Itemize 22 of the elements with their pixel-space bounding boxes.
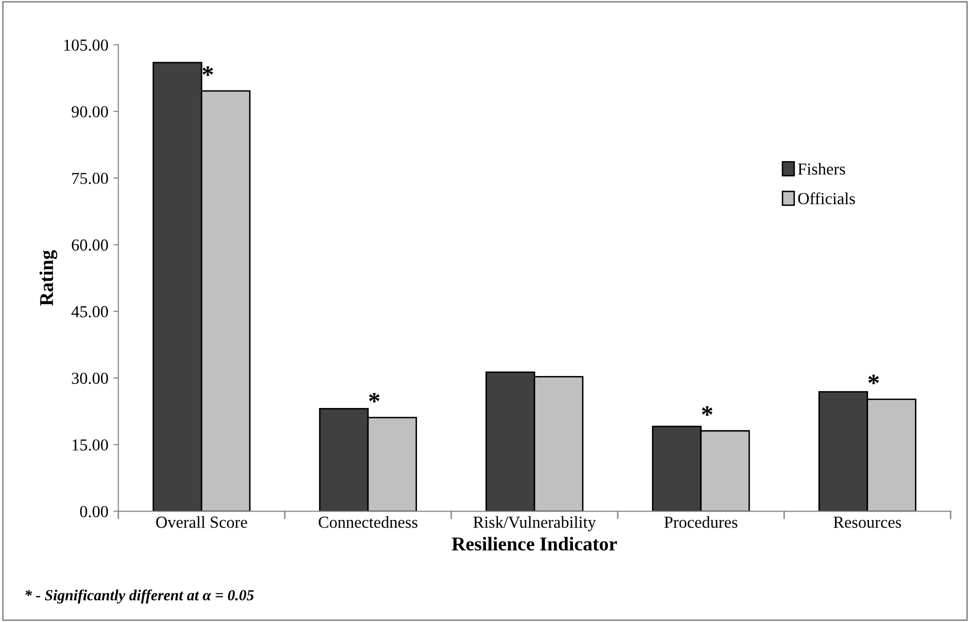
y-tick-label: 30.00 [72,372,108,384]
annotation: * [868,374,879,384]
y-axis-title: Rating [39,250,58,306]
x-tick-label: Risk/Vulnerability [473,516,596,532]
legend-label: Fishers [798,162,846,175]
x-tick-label: Overall Score [156,516,248,528]
y-tick-label: 90.00 [72,106,108,118]
x-tick-label: Connectedness [318,516,418,528]
annotation: * [369,392,380,402]
x-tick-label: Procedures [664,516,738,528]
x-axis-title: Resilience Indicator [452,536,617,551]
x-tick-label: Resources [834,516,902,528]
legend-label: Officials [798,192,855,204]
y-tick-label: 105.00 [64,39,108,51]
y-tick-label: 45.00 [71,306,108,318]
annotation: * [202,66,214,76]
y-tick-label: 15.00 [72,439,108,451]
y-tick-label: 60.00 [72,239,108,251]
y-tick-label: 0.00 [80,506,108,518]
text: * - Significantly different at α = 0.05 [25,589,254,604]
y-tick-label: 75.00 [72,172,108,184]
annotation: * [702,406,712,416]
